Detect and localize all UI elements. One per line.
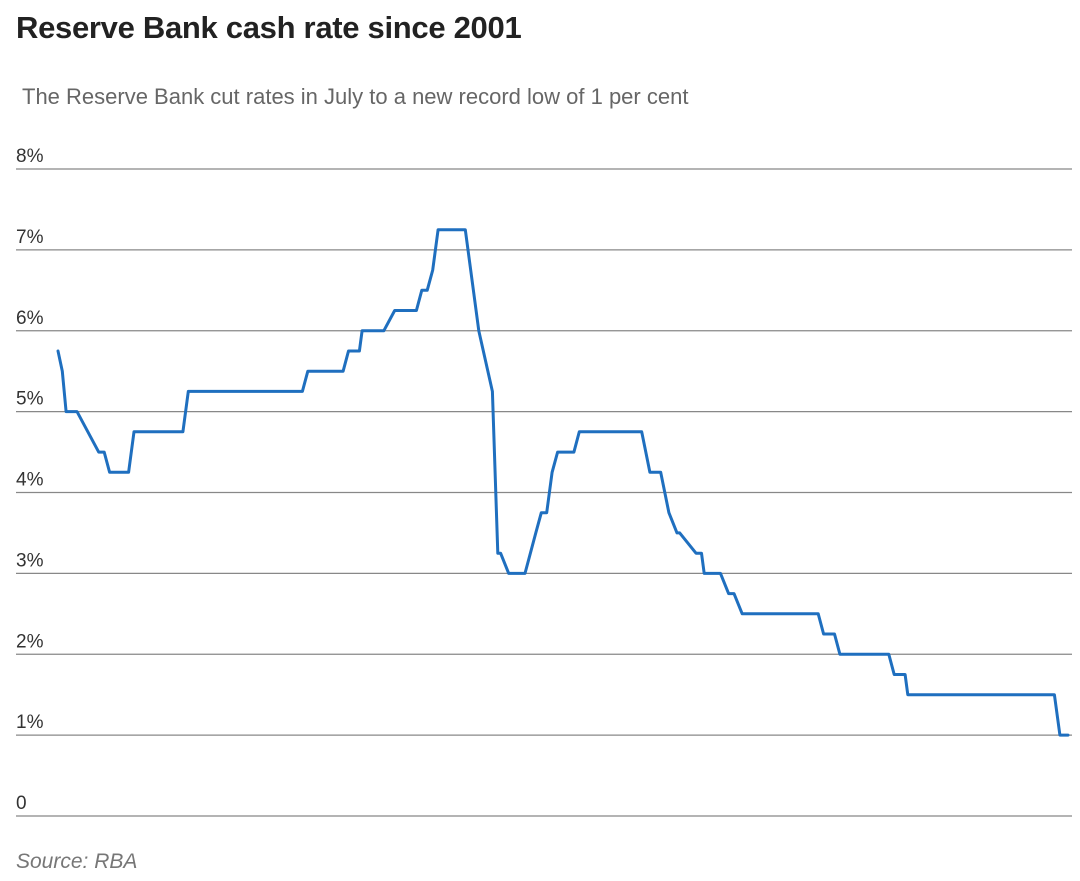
- y-tick-label: 4%: [16, 470, 44, 491]
- y-tick-label: 5%: [16, 389, 44, 410]
- grid-lines: [16, 168, 1072, 817]
- series-layer: [56, 228, 1070, 737]
- y-tick-label: 2%: [16, 631, 44, 652]
- y-tick-label: 8%: [16, 146, 44, 167]
- y-tick-label: 1%: [16, 712, 44, 733]
- y-tick-label: 7%: [16, 227, 44, 248]
- y-tick-label: 6%: [16, 308, 44, 329]
- y-tick-label: 3%: [16, 550, 44, 571]
- y-axis-labels: 0 1% 2% 3% 4% 5% 6% 7% 8%: [16, 146, 44, 814]
- cash-rate-line: [56, 228, 1070, 737]
- source-note: Source: RBA: [16, 850, 138, 873]
- chart-title: Reserve Bank cash rate since 2001: [16, 10, 522, 45]
- y-tick-label: 0: [16, 793, 27, 814]
- chart-subtitle: The Reserve Bank cut rates in July to a …: [22, 84, 689, 109]
